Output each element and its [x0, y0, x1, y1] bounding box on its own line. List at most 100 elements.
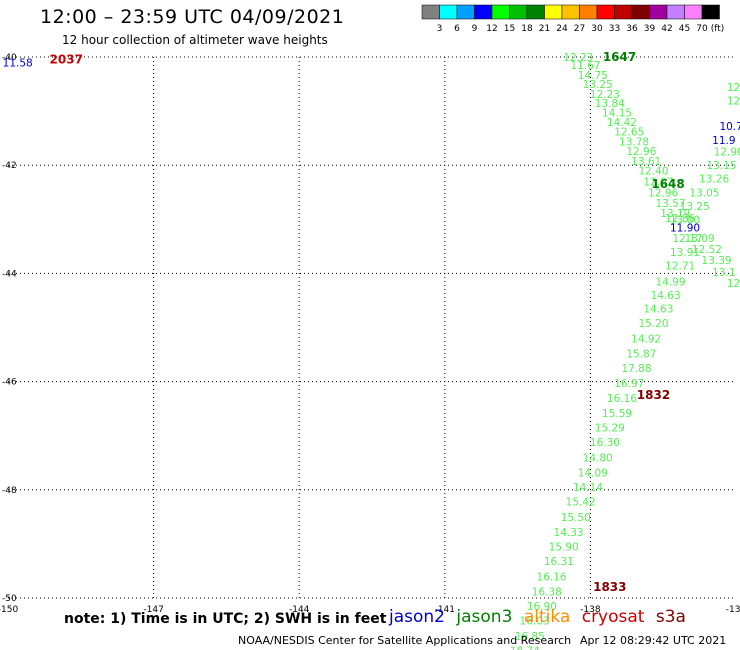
wave-height-value: 16.03 [520, 616, 550, 628]
colorbar-swatch [614, 4, 633, 20]
pass-time-label: 1648 [651, 177, 684, 191]
wave-height-value: 14.14 [573, 482, 603, 494]
wave-height-value: 13.39 [702, 255, 732, 267]
x-tick-label: -144 [289, 605, 310, 615]
colorbar: 3 6 9 12 15 18 21 24 27 30 33 36 39 42 45 70 (ft) [421, 4, 725, 34]
colorbar-swatch [456, 4, 475, 20]
wave-height-value: 15.20 [638, 318, 668, 330]
x-tick-label: -150 [0, 605, 18, 615]
colorbar-swatch [526, 4, 545, 20]
legend-s3a: s3a [655, 607, 686, 627]
wave-height-value: 13.84 [595, 98, 625, 110]
wave-height-value: 13.26 [699, 174, 729, 186]
colorbar-swatch [649, 4, 668, 20]
satellite-legend: jason2 jason3 altika cryosat s3a [389, 607, 692, 627]
x-tick-label: -135 [726, 605, 740, 615]
pass-labels: 1647 2037 1648 1832 1833 [50, 50, 685, 594]
wave-height-value: 13.05 [689, 187, 719, 199]
pass-time-label: 1647 [603, 50, 636, 64]
colorbar-label: 18 [521, 24, 533, 34]
colorbar-label: 70 [696, 24, 708, 34]
colorbar-label: 12 [486, 24, 497, 34]
wave-height-value: 15.59 [602, 408, 632, 420]
colorbar-unit: (ft) [711, 24, 725, 34]
wave-height-value: 14.80 [583, 452, 613, 464]
wave-height-value: 13.15 [706, 160, 736, 172]
colorbar-swatch [474, 4, 493, 20]
wave-height-value: 14.15 [602, 108, 632, 120]
wave-height-value: 16.90 [527, 601, 557, 613]
wave-height-value: 17.88 [621, 363, 651, 375]
wave-height-value: 12 [727, 82, 740, 94]
wave-height-value: 12.52 [692, 244, 722, 256]
colorbar-label: 15 [504, 24, 515, 34]
wave-height-value: 16.85 [515, 631, 545, 643]
wave-height-value: 15.87 [626, 348, 656, 360]
wave-height-value: 15.42 [566, 497, 596, 509]
colorbar-label: 6 [454, 24, 460, 34]
wave-height-value: 13.61 [631, 156, 661, 168]
wave-height-value: 11.90 [670, 222, 700, 234]
chart-title: 12:00 – 23:59 UTC 04/09/2021 [40, 6, 345, 28]
wave-height-value: 15.90 [549, 542, 579, 554]
wave-height-value: 13.25 [583, 79, 613, 91]
pass-time-label: 2037 [50, 53, 83, 67]
wave-height-value: 14.33 [554, 527, 584, 539]
credit: NOAA/NESDIS Center for Satellite Applica… [238, 634, 572, 647]
colorbar-label: 21 [539, 24, 550, 34]
wave-height-value: 16.31 [544, 556, 574, 568]
colorbar-label: 39 [644, 24, 656, 34]
wave-height-value: 14.09 [578, 467, 608, 479]
wave-height-value: 16.30 [590, 437, 620, 449]
wave-height-value: 18.74 [510, 645, 540, 650]
wave-height-value: 14.63 [651, 290, 681, 302]
colorbar-label: 24 [556, 24, 568, 34]
wave-height-value: 16.38 [532, 587, 562, 599]
y-tick-label: -50 [2, 594, 17, 604]
units-note: note: 1) Time is in UTC; 2) SWH is in fe… [64, 611, 387, 627]
wave-height-value: 12.90 [714, 147, 740, 159]
wave-height-value: 13.1 [712, 267, 735, 279]
colorbar-label: 9 [472, 24, 478, 34]
timestamp: Apr 12 08:29:42 UTC 2021 [580, 634, 727, 647]
colorbar-label: 3 [437, 24, 443, 34]
legend-altika: altika [523, 607, 571, 627]
colorbar-swatch [509, 4, 528, 20]
x-tick-label: -138 [580, 605, 601, 615]
y-tick-label: -42 [2, 161, 17, 171]
wave-height-value: 13.19 [660, 208, 690, 220]
colorbar-label: 42 [661, 24, 672, 34]
colorbar-swatch [439, 4, 458, 20]
wave-height-value: 16.16 [607, 393, 637, 405]
wave-height-value: 13.91 [670, 247, 700, 259]
colorbar-swatch [684, 4, 703, 20]
wave-height-value: 13.78 [619, 136, 649, 148]
wave-height-value: 12 [727, 95, 740, 107]
wave-height-value: 16.97 [614, 378, 644, 390]
wave-height-value: 11.67 [571, 60, 601, 72]
wave-height-value: 13.09 [685, 233, 715, 245]
colorbar-label: 30 [591, 24, 603, 34]
wave-height-value: 12.23 [563, 52, 593, 64]
y-tick-label: -40 [2, 53, 17, 63]
wave-height-value: 12.96 [626, 146, 656, 158]
wave-height-value: 13.25 [680, 201, 710, 213]
colorbar-label: 45 [679, 24, 690, 34]
wave-height-value: 13.57 [655, 198, 685, 210]
legend-jason2: jason2 [389, 607, 445, 627]
wave-height-value: 11.58 [3, 57, 33, 69]
colorbar-swatch [631, 4, 650, 20]
wave-height-value: 10.7 [719, 121, 740, 133]
chart-subtitle: 12 hour collection of altimeter wave hei… [62, 33, 328, 47]
wave-height-value: 12 [727, 278, 740, 290]
wave-height-value: 15.50 [561, 512, 591, 524]
wave-height-value: 12.07 [643, 176, 673, 188]
wave-height-value: 12.86 [665, 213, 695, 225]
colorbar-swatch [561, 4, 580, 20]
wave-height-value: 14.99 [655, 277, 685, 289]
colorbar-swatch [579, 4, 598, 20]
y-tick-label: -44 [2, 269, 17, 279]
wave-height-value: 13.00 [670, 214, 700, 226]
wave-height-value: 12.17 [672, 233, 702, 245]
